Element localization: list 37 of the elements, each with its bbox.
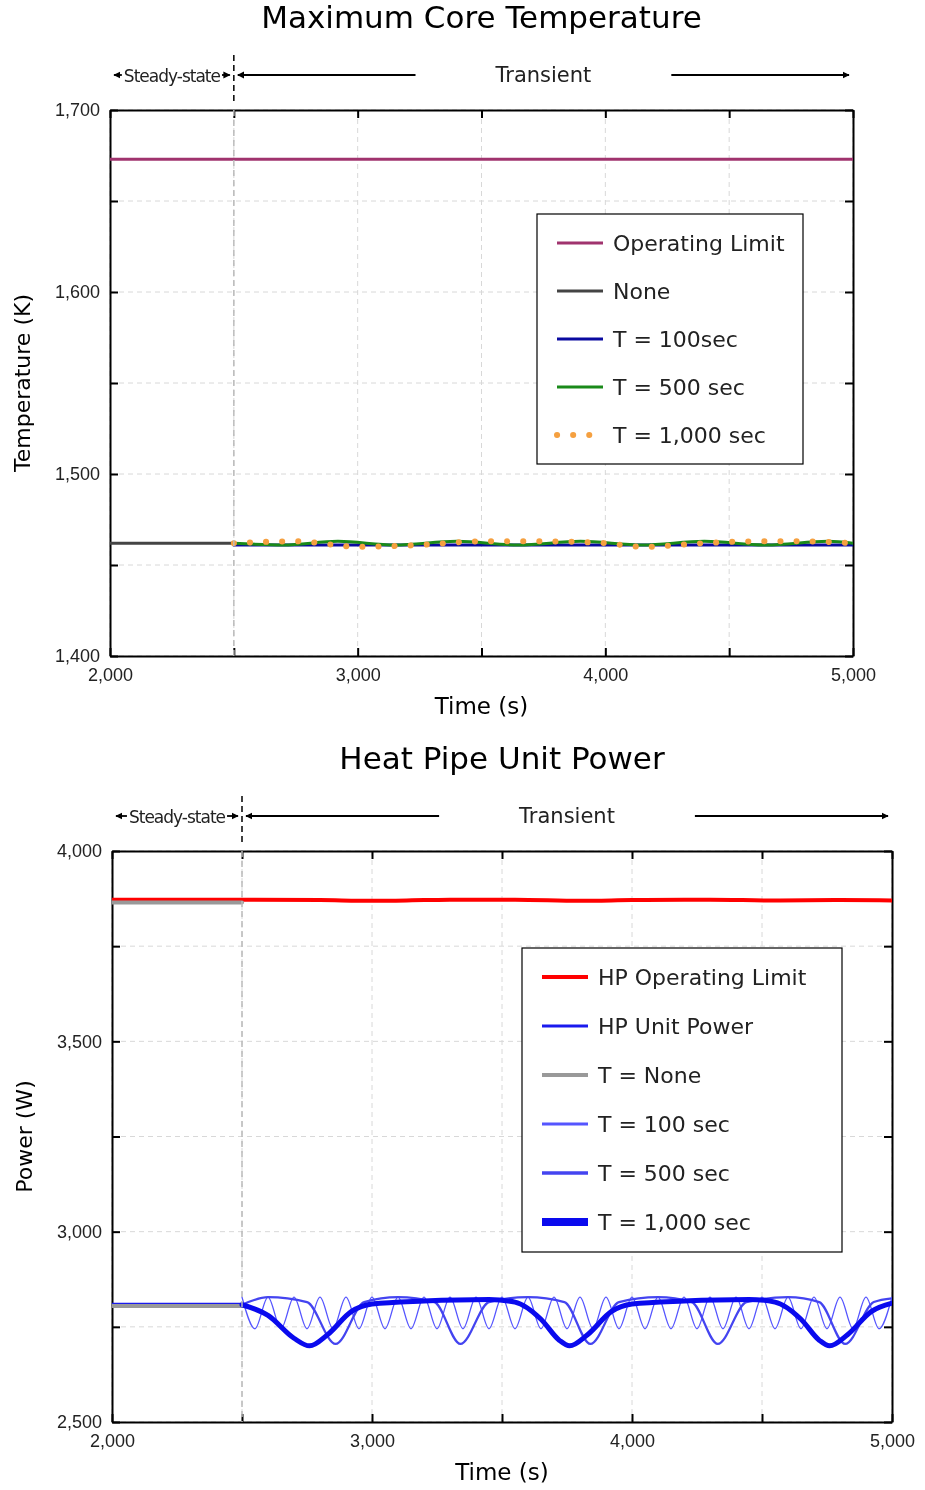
x-tick-label: 4,000 <box>609 1430 656 1451</box>
y-tick-label: 1,700 <box>54 100 100 121</box>
x-tick-label: 2,000 <box>89 1430 136 1451</box>
text: Transient <box>518 804 615 828</box>
y-tick-label: 1,600 <box>54 282 100 303</box>
legend-label: HP Operating Limit <box>598 965 807 990</box>
y-axis-title: Power (W) <box>12 1080 37 1193</box>
legend-label: None <box>613 279 671 304</box>
text: Steady-state <box>123 66 221 86</box>
y-tick-label: 3,500 <box>56 1031 102 1052</box>
x-tick-label: 2,000 <box>87 664 134 685</box>
y-axis-title: Temperature (K) <box>10 294 35 473</box>
chart-title: Maximum Core Temperature <box>261 0 702 35</box>
legend-label: T = 500 sec <box>597 1161 730 1186</box>
text: Steady-state <box>128 807 226 827</box>
legend-label: T = 100 sec <box>597 1112 730 1137</box>
x-tick-label: 5,000 <box>830 664 877 685</box>
text: Transient <box>494 63 592 87</box>
x-tick-label: 4,000 <box>583 664 629 685</box>
legend-label: HP Unit Power <box>598 1014 755 1039</box>
chart-title: Heat Pipe Unit Power <box>339 740 665 776</box>
x-tick-label: 5,000 <box>869 1430 916 1451</box>
y-tick-label: 4,000 <box>56 841 102 862</box>
legend-label: Operating Limit <box>613 231 785 256</box>
x-tick-label: 3,000 <box>349 1430 396 1451</box>
legend-label: T = 1,000 sec <box>597 1210 751 1235</box>
x-tick-label: 3,000 <box>335 664 381 685</box>
y-tick-label: 3,000 <box>56 1221 102 1242</box>
y-tick-label: 2,500 <box>56 1412 102 1433</box>
x-axis-title: Time (s) <box>433 693 529 719</box>
legend-label: T = 500 sec <box>612 375 745 400</box>
y-tick-label: 1,400 <box>54 646 100 667</box>
y-tick-label: 1,500 <box>54 464 100 485</box>
x-axis-title: Time (s) <box>454 1459 549 1485</box>
legend-label: T = None <box>597 1063 702 1088</box>
legend-label: T = 1,000 sec <box>612 423 766 448</box>
legend-label: T = 100sec <box>612 327 738 352</box>
